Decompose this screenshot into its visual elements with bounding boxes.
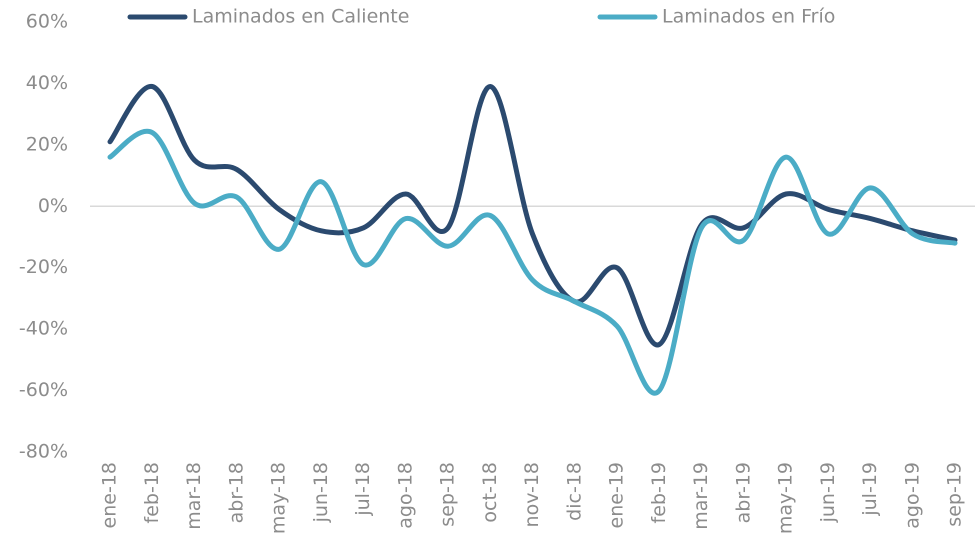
- y-tick-label: 60%: [26, 11, 68, 33]
- x-tick-label: jun-19: [817, 462, 839, 523]
- x-tick-label: ago-18: [394, 462, 416, 529]
- x-tick-label: abr-19: [732, 462, 754, 523]
- x-tick-label: may-19: [775, 462, 797, 534]
- legend-label: Laminados en Caliente: [192, 6, 409, 28]
- y-tick-label: 0%: [38, 195, 68, 217]
- line-series: [107, 128, 958, 396]
- line-series: [107, 84, 958, 348]
- y-tick-label: -80%: [19, 441, 68, 463]
- x-tick-label: dic-18: [563, 462, 585, 521]
- x-tick-label: jul-18: [352, 462, 374, 517]
- x-tick-label: mar-18: [183, 462, 205, 530]
- x-tick-label: abr-18: [225, 462, 247, 523]
- x-tick-label: nov-18: [521, 462, 543, 527]
- y-tick-label: -60%: [19, 379, 68, 401]
- x-tick-label: sep-18: [437, 462, 459, 527]
- x-tick-label: ene-18: [99, 462, 121, 528]
- x-tick-label: oct-18: [479, 462, 501, 523]
- legend-label: Laminados en Frío: [662, 6, 835, 28]
- x-tick-label: feb-18: [141, 462, 163, 523]
- x-tick-label: jul-19: [859, 462, 881, 517]
- x-tick-label: ago-19: [901, 462, 923, 529]
- y-tick-label: 20%: [26, 133, 68, 155]
- y-tick-label: -20%: [19, 256, 68, 278]
- y-tick-label: -40%: [19, 318, 68, 340]
- x-tick-label: mar-19: [690, 462, 712, 530]
- x-tick-label: feb-19: [648, 462, 670, 523]
- x-tick-label: jun-18: [310, 462, 332, 523]
- y-tick-label: 40%: [26, 72, 68, 94]
- x-tick-label: ene-19: [606, 462, 628, 528]
- x-tick-label: may-18: [268, 462, 290, 534]
- x-tick-label: sep-19: [944, 462, 966, 527]
